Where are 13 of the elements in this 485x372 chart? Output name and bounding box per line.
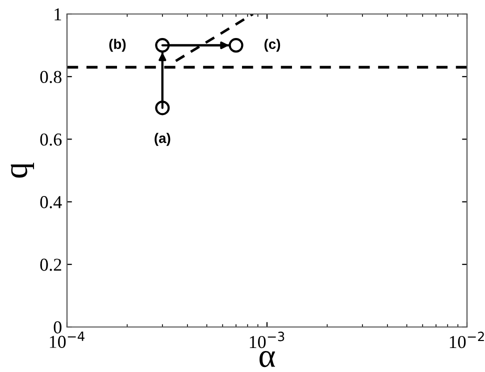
y-tick-label: 1 xyxy=(54,8,62,20)
y-tick-label: 0.6 xyxy=(40,133,62,146)
y-tick-label: 0.4 xyxy=(40,196,62,208)
annotation: (a) xyxy=(154,132,170,146)
y-tick-label: 0.8 xyxy=(40,70,62,84)
annotation: (b) xyxy=(109,38,126,52)
x-tick-label: 10$^{−2}$ xyxy=(450,332,484,348)
x-axis-title: α xyxy=(260,351,275,368)
y-axis-title: q xyxy=(10,162,34,178)
y-tick-label: 0.2 xyxy=(40,258,62,271)
x-tick-label: 10$^{−3}$ xyxy=(250,332,284,348)
annotation: (c) xyxy=(264,38,280,52)
y-tick-label: 0 xyxy=(54,321,62,334)
